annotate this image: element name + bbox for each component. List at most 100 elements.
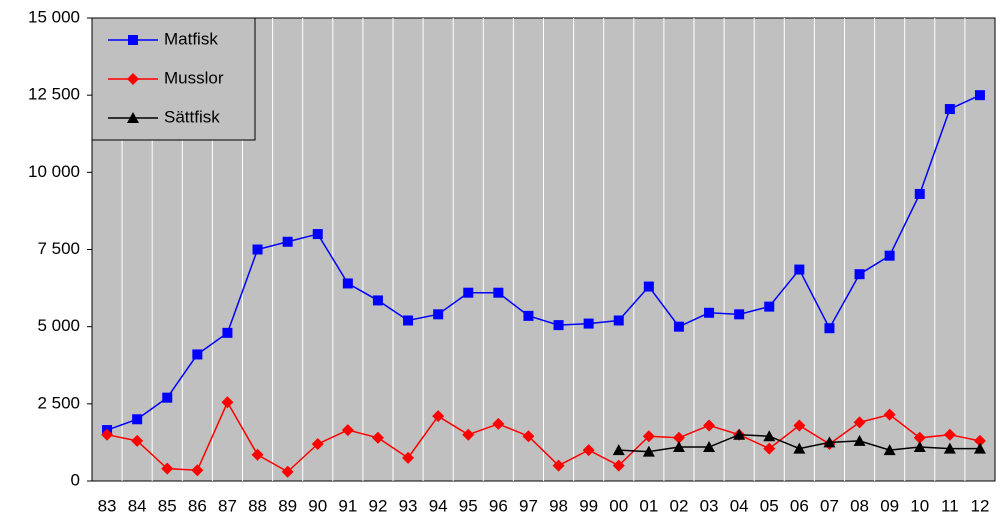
x-tick-label: 88 [248,496,267,515]
marker [553,320,564,331]
x-tick-label: 05 [760,496,779,515]
marker [432,410,445,423]
x-tick-label: 86 [188,496,207,515]
x-tick-label: 85 [158,496,177,515]
x-tick-label: 00 [609,496,628,515]
y-tick-label: 15 000 [28,7,80,26]
marker [914,188,925,199]
y-tick-label: 2 500 [37,393,80,412]
marker [132,414,143,425]
marker [703,419,716,432]
marker [342,278,353,289]
marker [372,295,383,306]
marker [944,104,955,115]
marker [462,428,475,441]
x-tick-label: 91 [338,496,357,515]
marker [493,287,504,298]
marker [463,287,474,298]
marker [673,321,684,332]
marker [311,437,324,450]
marker [613,315,624,326]
series-line [106,94,981,431]
x-tick-label: 07 [820,496,839,515]
marker [612,444,625,456]
marker [943,442,956,454]
marker [913,431,926,444]
marker [913,441,926,453]
marker [101,428,114,441]
marker [853,416,866,429]
marker [643,281,654,292]
marker [763,442,776,455]
x-tick-label: 97 [519,496,538,515]
x-tick-label: 95 [459,496,478,515]
marker [403,315,414,326]
marker [433,309,444,320]
marker [853,434,866,446]
marker [222,327,233,338]
marker [612,459,625,472]
x-tick-label: 94 [429,496,448,515]
x-tick-label: 12 [970,496,989,515]
marker [823,436,836,448]
x-tick-label: 90 [308,496,327,515]
marker [583,318,594,329]
marker [131,434,144,447]
marker [974,90,985,101]
marker [734,309,745,320]
marker [523,310,534,321]
x-tick-label: 08 [850,496,869,515]
x-tick-label: 96 [489,496,508,515]
x-tick-label: 89 [278,496,297,515]
marker [221,396,234,409]
x-tick-label: 03 [700,496,719,515]
legend-label: Musslor [164,68,224,87]
marker [973,442,986,454]
marker [282,236,293,247]
x-tick-label: 04 [730,496,749,515]
marker [793,442,806,454]
marker [192,349,203,360]
marker [642,430,655,443]
marker [642,445,655,457]
marker [371,431,384,444]
x-tick-label: 98 [549,496,568,515]
legend-label: Sättfisk [164,107,220,126]
marker [341,424,354,437]
series-line [106,400,981,473]
marker [943,428,956,441]
x-tick-label: 84 [128,496,147,515]
marker [672,441,685,453]
x-tick-label: 83 [98,496,117,515]
y-tick-label: 10 000 [28,162,80,181]
x-tick-label: 87 [218,496,237,515]
x-tick-label: 06 [790,496,809,515]
x-tick-label: 11 [941,496,959,515]
marker [162,392,173,403]
marker [854,269,865,280]
legend: Matfisk Musslor Sättfisk [91,17,256,141]
marker [672,431,685,444]
marker [402,451,415,464]
marker [522,430,535,443]
marker [252,244,263,255]
marker [883,408,896,421]
marker [281,465,294,478]
marker [794,264,805,275]
x-tick-label: 99 [579,496,598,515]
marker [127,112,139,123]
y-tick-label: 0 [71,470,80,489]
marker [824,323,835,334]
x-tick-label: 09 [880,496,899,515]
marker [251,448,264,461]
marker [552,459,565,472]
marker [704,307,715,318]
marker [191,464,204,477]
marker [764,301,775,312]
x-tick-label: 02 [669,496,688,515]
marker [492,417,505,430]
marker [161,462,174,475]
marker [733,428,746,440]
marker [973,434,986,447]
